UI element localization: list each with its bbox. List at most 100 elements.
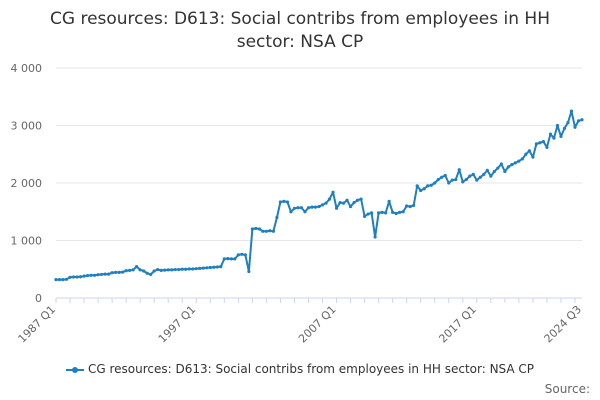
- data-point[interactable]: [163, 268, 167, 272]
- data-point[interactable]: [142, 269, 146, 273]
- data-point[interactable]: [54, 278, 58, 282]
- data-point[interactable]: [513, 161, 517, 165]
- data-point[interactable]: [71, 275, 76, 279]
- data-point[interactable]: [240, 252, 244, 256]
- data-point[interactable]: [247, 269, 251, 274]
- data-point[interactable]: [215, 265, 219, 269]
- data-point[interactable]: [107, 272, 111, 276]
- data-point[interactable]: [489, 174, 493, 178]
- data-point[interactable]: [149, 272, 153, 277]
- data-point[interactable]: [257, 227, 261, 231]
- data-point[interactable]: [89, 273, 93, 277]
- data-point[interactable]: [226, 257, 230, 261]
- data-point[interactable]: [475, 178, 479, 182]
- data-point[interactable]: [184, 267, 188, 271]
- data-point[interactable]: [278, 200, 283, 204]
- data-point[interactable]: [345, 198, 349, 202]
- data-point[interactable]: [285, 200, 290, 204]
- data-point[interactable]: [436, 177, 440, 182]
- data-point[interactable]: [506, 165, 510, 169]
- data-point[interactable]: [82, 274, 86, 278]
- data-point[interactable]: [348, 204, 353, 209]
- data-point[interactable]: [576, 119, 581, 123]
- data-point[interactable]: [124, 269, 128, 273]
- data-point[interactable]: [201, 266, 205, 270]
- data-point[interactable]: [492, 169, 496, 174]
- data-point[interactable]: [145, 271, 149, 275]
- data-point[interactable]: [468, 174, 472, 178]
- data-point[interactable]: [292, 206, 297, 210]
- data-point[interactable]: [128, 268, 132, 272]
- data-point[interactable]: [541, 140, 546, 144]
- data-point[interactable]: [373, 235, 377, 239]
- data-point[interactable]: [222, 257, 226, 261]
- data-point[interactable]: [485, 168, 489, 172]
- data-point[interactable]: [426, 184, 430, 188]
- data-point[interactable]: [559, 134, 563, 139]
- data-point[interactable]: [64, 277, 69, 281]
- data-point[interactable]: [156, 267, 160, 272]
- data-point[interactable]: [454, 177, 458, 182]
- data-point[interactable]: [110, 271, 114, 275]
- data-point[interactable]: [68, 275, 72, 279]
- data-point[interactable]: [555, 123, 560, 128]
- data-point[interactable]: [198, 266, 202, 270]
- data-point[interactable]: [433, 181, 437, 185]
- data-point[interactable]: [324, 201, 328, 205]
- data-point[interactable]: [334, 206, 339, 210]
- data-point[interactable]: [320, 203, 325, 207]
- data-point[interactable]: [250, 227, 254, 231]
- data-point[interactable]: [121, 270, 125, 274]
- data-point[interactable]: [359, 197, 363, 201]
- data-point[interactable]: [317, 204, 321, 209]
- data-point[interactable]: [99, 272, 104, 277]
- data-point[interactable]: [338, 200, 342, 205]
- data-point[interactable]: [180, 267, 184, 271]
- data-point[interactable]: [580, 118, 584, 122]
- data-point[interactable]: [296, 206, 300, 210]
- data-point[interactable]: [187, 267, 191, 271]
- data-point[interactable]: [412, 203, 416, 208]
- data-point[interactable]: [131, 268, 135, 272]
- data-point[interactable]: [391, 210, 395, 214]
- data-point[interactable]: [310, 205, 314, 209]
- data-point[interactable]: [534, 142, 539, 146]
- data-point[interactable]: [503, 169, 507, 174]
- data-point[interactable]: [355, 198, 360, 202]
- data-point[interactable]: [517, 159, 521, 163]
- data-point[interactable]: [415, 184, 419, 188]
- data-point[interactable]: [447, 181, 451, 185]
- data-point[interactable]: [313, 205, 318, 209]
- data-point[interactable]: [96, 273, 100, 277]
- data-point[interactable]: [289, 210, 293, 214]
- data-point[interactable]: [352, 200, 356, 205]
- legend[interactable]: CG resources: D613: Social contribs from…: [0, 362, 600, 376]
- data-point[interactable]: [398, 210, 402, 214]
- data-point[interactable]: [394, 211, 398, 216]
- data-point[interactable]: [152, 269, 156, 273]
- data-point[interactable]: [478, 175, 482, 179]
- data-point[interactable]: [268, 229, 272, 233]
- data-point[interactable]: [566, 121, 570, 125]
- data-point[interactable]: [159, 268, 163, 272]
- data-point[interactable]: [177, 267, 181, 272]
- data-point[interactable]: [138, 268, 142, 272]
- data-point[interactable]: [205, 266, 209, 270]
- data-point[interactable]: [538, 141, 542, 145]
- data-point[interactable]: [194, 267, 198, 271]
- data-point[interactable]: [303, 210, 307, 214]
- data-point[interactable]: [461, 180, 465, 184]
- data-point[interactable]: [275, 215, 279, 220]
- data-point[interactable]: [233, 257, 237, 261]
- data-point[interactable]: [408, 204, 412, 209]
- data-point[interactable]: [419, 188, 423, 193]
- data-point[interactable]: [243, 253, 247, 257]
- data-point[interactable]: [173, 267, 177, 272]
- data-point[interactable]: [499, 162, 503, 166]
- data-point[interactable]: [229, 257, 233, 261]
- data-point[interactable]: [261, 229, 265, 233]
- data-point[interactable]: [524, 152, 528, 156]
- data-point[interactable]: [531, 155, 535, 159]
- data-point[interactable]: [299, 206, 304, 210]
- data-point[interactable]: [387, 199, 391, 203]
